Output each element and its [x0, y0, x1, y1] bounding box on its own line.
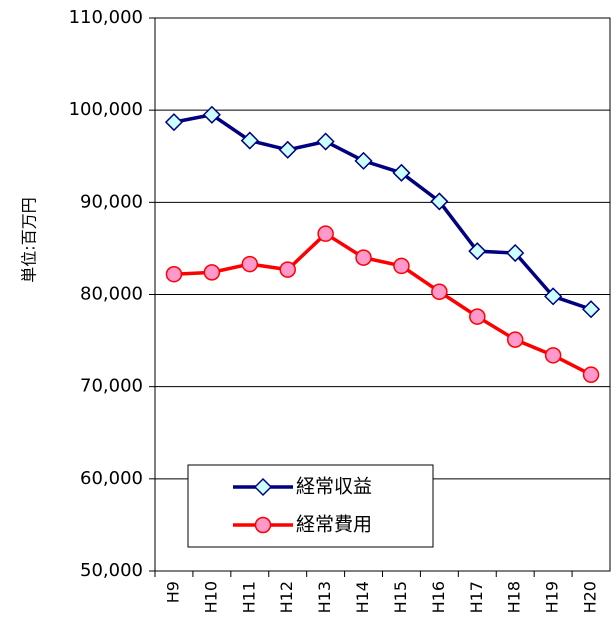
x-tick-label: H11: [239, 581, 258, 613]
y-tick-label: 100,000: [69, 99, 143, 120]
marker: [253, 477, 273, 497]
y-tick-label: 90,000: [80, 191, 143, 212]
marker: [354, 151, 373, 170]
marker: [506, 331, 524, 348]
legend-label: 経常費用: [296, 514, 372, 536]
marker: [355, 249, 372, 266]
y-tick-label: 70,000: [80, 376, 143, 397]
marker: [430, 192, 449, 211]
x-tick-label: H20: [581, 581, 600, 613]
marker: [240, 131, 259, 150]
x-tick-label: H10: [201, 581, 220, 613]
marker: [164, 113, 184, 132]
x-tick-label: H19: [543, 581, 562, 613]
marker: [165, 265, 183, 283]
y-axis-label: 単位:百万円: [20, 197, 39, 282]
marker: [469, 308, 486, 325]
x-tick-label: H12: [277, 581, 296, 613]
marker: [506, 243, 525, 263]
y-tick-label: 80,000: [80, 284, 143, 305]
x-tick-label: H17: [467, 581, 486, 613]
marker: [278, 140, 297, 159]
marker: [254, 516, 272, 534]
marker: [317, 225, 334, 242]
marker: [393, 257, 410, 275]
marker: [241, 255, 259, 273]
series-line: [173, 112, 592, 311]
marker: [202, 105, 221, 124]
marker: [316, 132, 335, 151]
marker: [544, 347, 562, 364]
legend-label: 経常収益: [296, 476, 372, 498]
x-tick-label: H9: [163, 581, 182, 603]
marker: [544, 287, 563, 306]
legend-box: [187, 464, 434, 548]
x-tick-label: H14: [353, 581, 372, 613]
x-tick-label: H15: [391, 581, 410, 613]
marker: [582, 366, 600, 383]
y-tick-label: 110,000: [69, 7, 143, 28]
x-tick-label: H16: [429, 581, 448, 613]
x-tick-label: H13: [315, 581, 334, 613]
y-tick-label: 60,000: [80, 468, 143, 489]
marker: [279, 261, 296, 278]
marker: [203, 264, 221, 281]
marker: [392, 163, 411, 182]
marker: [431, 283, 448, 300]
y-tick-label: 50,000: [80, 560, 143, 581]
marker: [468, 242, 487, 261]
x-tick-label: H18: [505, 581, 524, 613]
marker: [581, 300, 601, 319]
